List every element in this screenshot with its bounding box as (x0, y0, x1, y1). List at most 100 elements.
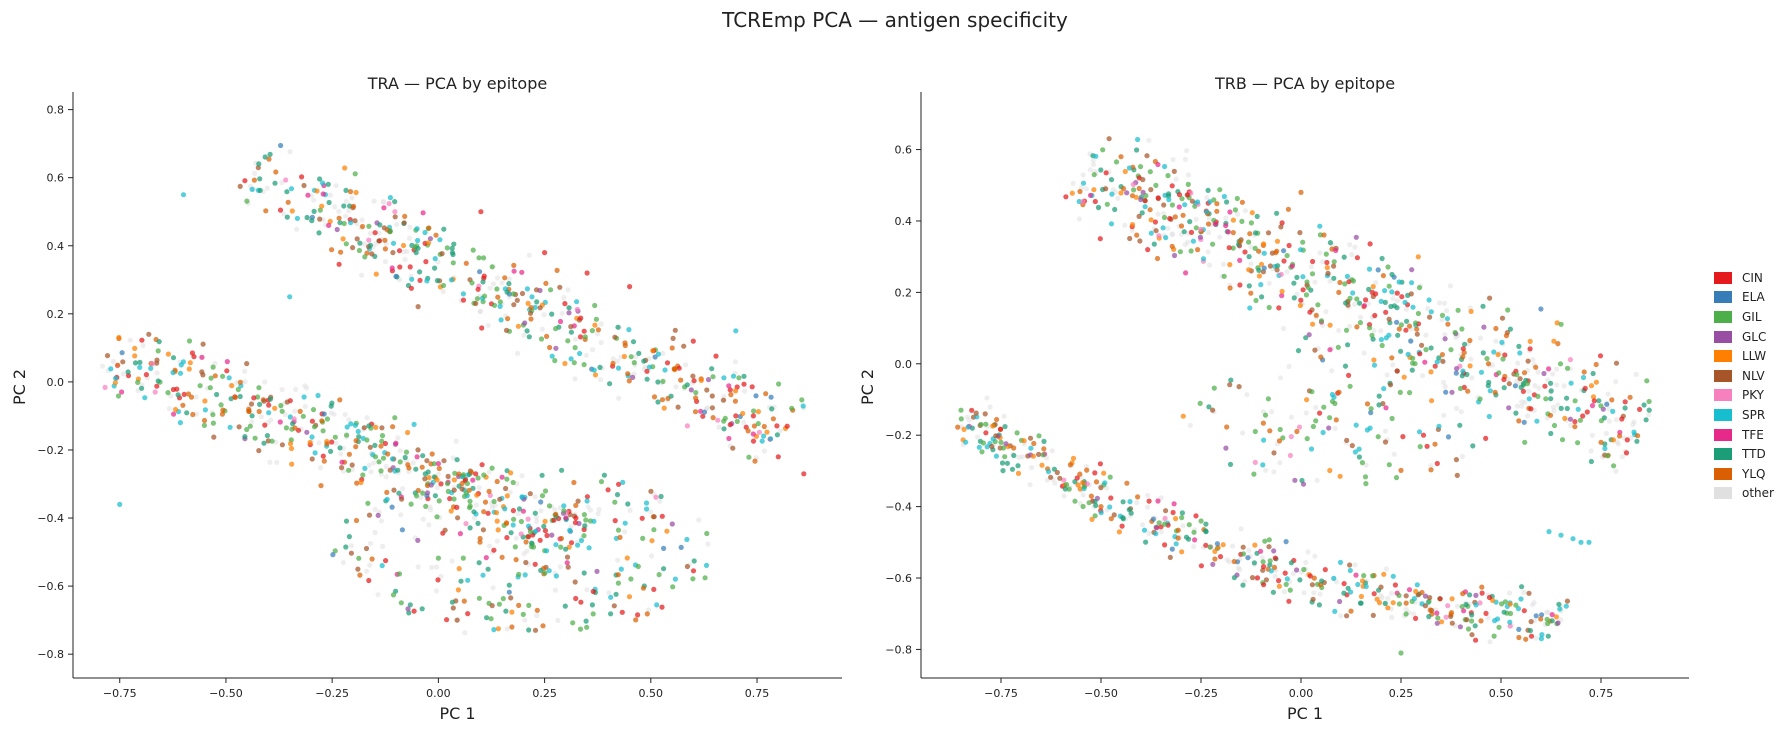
point-gil (300, 413, 306, 419)
point-gil (1343, 327, 1350, 333)
point-glc (1409, 267, 1415, 273)
point-ylq (1205, 221, 1212, 227)
point-gil (1350, 278, 1356, 284)
point-llw (1039, 462, 1045, 468)
point-llw (1551, 338, 1557, 344)
point-spr (1221, 193, 1227, 200)
point-pky (684, 423, 691, 429)
point-other (721, 393, 727, 399)
point-spr (963, 439, 969, 445)
point-nlv (1236, 384, 1242, 390)
point-other (538, 508, 544, 514)
point-cin (1097, 461, 1103, 467)
point-nlv (355, 566, 361, 572)
point-tfe (698, 408, 704, 414)
point-glc (553, 345, 559, 351)
x-tick-label: −0.50 (1084, 687, 1118, 700)
point-ylq (1460, 591, 1466, 597)
point-cin (383, 558, 389, 564)
point-ttd (480, 279, 486, 285)
point-spr (1148, 230, 1154, 236)
point-cin (525, 534, 532, 540)
point-gil (279, 408, 285, 414)
point-pky (518, 531, 524, 537)
point-spr (344, 424, 350, 430)
point-spr (549, 353, 555, 359)
point-nlv (1136, 213, 1142, 219)
point-pky (102, 384, 108, 390)
point-spr (1200, 256, 1207, 262)
point-nlv (523, 559, 529, 566)
point-other (1170, 157, 1176, 163)
point-cin (491, 547, 497, 553)
point-nlv (1382, 439, 1389, 445)
point-gil (526, 602, 532, 609)
point-other (975, 434, 981, 440)
point-spr (491, 627, 497, 633)
point-nlv (1144, 153, 1150, 159)
point-spr (976, 444, 982, 450)
point-gil (1452, 329, 1458, 336)
point-ylq (678, 377, 684, 383)
point-cin (1501, 376, 1507, 383)
point-gil (1283, 581, 1289, 588)
point-nlv (317, 216, 323, 222)
point-cin (1432, 363, 1438, 369)
point-pky (1252, 459, 1258, 465)
point-nlv (459, 486, 465, 492)
point-spr (1381, 386, 1387, 392)
point-gil (491, 498, 497, 505)
point-ylq (1077, 471, 1083, 477)
point-spr (519, 494, 525, 500)
point-nlv (1403, 593, 1409, 599)
point-ttd (1224, 199, 1230, 205)
point-ttd (1548, 388, 1554, 394)
point-spr (1356, 446, 1362, 452)
point-ttd (257, 401, 263, 407)
point-spr (1347, 567, 1353, 574)
point-cin (1424, 443, 1430, 449)
point-cin (266, 402, 272, 408)
point-ylq (324, 441, 330, 447)
point-other (1187, 422, 1193, 428)
point-spr (1546, 529, 1552, 535)
point-glc (1300, 481, 1307, 487)
point-ttd (1179, 510, 1185, 516)
point-other (1458, 409, 1464, 415)
point-ttd (644, 376, 650, 382)
point-other (1561, 383, 1567, 389)
point-ttd (454, 457, 460, 463)
point-other (1351, 301, 1358, 307)
point-ylq (424, 482, 431, 489)
point-other (642, 364, 648, 370)
point-gil (1287, 587, 1293, 593)
point-ylq (1555, 341, 1561, 347)
point-ttd (1462, 341, 1468, 347)
point-gil (572, 345, 578, 351)
point-llw (525, 300, 531, 306)
point-ylq (338, 249, 344, 255)
point-nlv (363, 545, 370, 552)
point-other (1522, 399, 1528, 405)
point-nlv (399, 496, 405, 502)
point-ylq (382, 237, 388, 243)
point-other (1281, 589, 1287, 595)
point-pky (487, 492, 493, 498)
point-gil (475, 475, 481, 481)
point-spr (1610, 408, 1616, 414)
point-nlv (367, 444, 373, 450)
point-nlv (1310, 596, 1316, 602)
point-other (1288, 414, 1295, 420)
point-ylq (513, 557, 519, 563)
point-tfe (1155, 498, 1161, 504)
point-ttd (1634, 438, 1640, 444)
point-ylq (528, 305, 534, 311)
point-ylq (1118, 154, 1124, 160)
point-glc (405, 606, 411, 612)
point-gil (444, 245, 450, 251)
point-gil (1310, 423, 1316, 430)
point-ylq (456, 471, 462, 477)
point-tfe (470, 477, 476, 483)
point-ela (753, 393, 759, 399)
point-ttd (155, 378, 161, 384)
